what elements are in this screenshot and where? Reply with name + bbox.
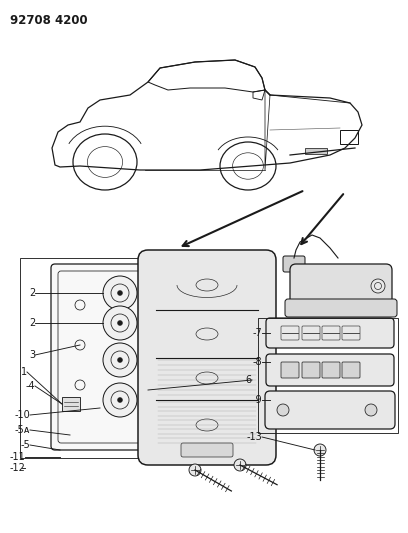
FancyBboxPatch shape (290, 264, 392, 308)
FancyBboxPatch shape (51, 264, 167, 450)
Circle shape (103, 343, 137, 377)
Circle shape (371, 279, 385, 293)
Text: -9: -9 (253, 395, 262, 405)
Text: 92708 4200: 92708 4200 (10, 14, 88, 27)
FancyBboxPatch shape (181, 443, 233, 457)
FancyBboxPatch shape (266, 318, 394, 348)
FancyBboxPatch shape (322, 362, 340, 378)
FancyBboxPatch shape (138, 250, 276, 465)
Bar (62, 397, 80, 411)
Text: -5: -5 (20, 440, 30, 450)
Circle shape (365, 404, 377, 416)
Text: -13: -13 (246, 432, 262, 442)
Bar (340, 130, 358, 144)
Text: -12: -12 (9, 463, 25, 473)
Circle shape (118, 320, 122, 326)
Text: 1: 1 (21, 367, 27, 377)
Text: -10: -10 (14, 410, 30, 420)
FancyBboxPatch shape (265, 391, 395, 429)
Circle shape (103, 306, 137, 340)
FancyBboxPatch shape (302, 362, 320, 378)
Text: -7: -7 (252, 328, 262, 338)
Bar (20, 258, 268, 458)
Text: 6: 6 (246, 375, 252, 385)
Circle shape (118, 358, 122, 362)
FancyBboxPatch shape (283, 256, 305, 272)
Bar (305, 148, 327, 154)
Text: -11: -11 (9, 452, 25, 462)
Text: -5ᴀ: -5ᴀ (15, 425, 30, 435)
Circle shape (234, 459, 246, 471)
Text: 2: 2 (29, 318, 35, 328)
FancyBboxPatch shape (285, 299, 397, 317)
Text: 2: 2 (29, 288, 35, 298)
Text: -4: -4 (25, 381, 35, 391)
FancyBboxPatch shape (342, 362, 360, 378)
Circle shape (118, 398, 122, 402)
FancyBboxPatch shape (266, 354, 394, 386)
FancyBboxPatch shape (281, 362, 299, 378)
Circle shape (103, 383, 137, 417)
Bar (258, 318, 398, 433)
Text: -8: -8 (253, 357, 262, 367)
Text: 3: 3 (29, 350, 35, 360)
Circle shape (189, 464, 201, 476)
Circle shape (118, 290, 122, 295)
Circle shape (314, 444, 326, 456)
Circle shape (277, 404, 289, 416)
Circle shape (103, 276, 137, 310)
